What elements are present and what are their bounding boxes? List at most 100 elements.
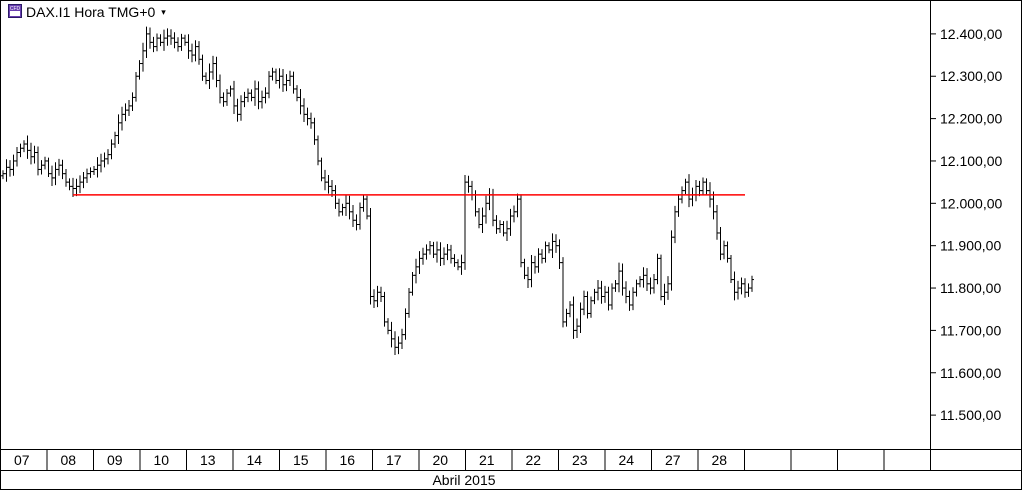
ohlc-bar xyxy=(256,81,261,110)
ohlc-bar xyxy=(60,159,65,180)
ohlc-bar xyxy=(25,135,30,159)
ohlc-bar xyxy=(519,194,523,268)
day-label: 08 xyxy=(61,452,77,468)
ohlc-bar xyxy=(526,266,530,289)
ohlc-bar xyxy=(225,88,229,106)
ohlc-bar xyxy=(137,60,142,80)
day-label: 20 xyxy=(433,452,449,468)
ohlc-bar xyxy=(508,208,513,236)
ohlc-bars xyxy=(1,26,754,355)
ohlc-bar xyxy=(389,321,394,348)
ohlc-bar xyxy=(368,207,373,305)
ohlc-bar xyxy=(365,195,369,220)
ohlc-bar xyxy=(599,280,604,304)
ohlc-bar xyxy=(158,34,163,47)
day-label: 10 xyxy=(154,452,170,468)
ohlc-bar xyxy=(22,140,26,153)
month-label: Abril 2015 xyxy=(432,472,495,488)
ohlc-bar xyxy=(732,271,737,301)
ohlc-bar xyxy=(372,289,376,308)
ohlc-bar xyxy=(57,158,61,176)
ohlc-bar xyxy=(232,80,236,114)
ohlc-bar xyxy=(424,244,429,260)
symbol-selector[interactable]: DAX.I1 Hora TMG+0 ▾ xyxy=(26,3,166,21)
day-label: 07 xyxy=(14,452,30,468)
ohlc-bar xyxy=(655,253,660,285)
ohlc-bar xyxy=(193,40,198,62)
ohlc-bar xyxy=(505,220,509,242)
ohlc-bar xyxy=(67,178,72,191)
ohlc-bar xyxy=(88,167,93,178)
ohlc-bar xyxy=(736,280,740,300)
ohlc-bar xyxy=(277,68,282,89)
ohlc-bar xyxy=(130,92,135,111)
price-axis: 12.400,00 12.300,00 12.200,00 12.100,00 12.0… xyxy=(930,26,1002,423)
ohlc-bar xyxy=(575,318,579,339)
ohlc-bar xyxy=(729,254,733,283)
ohlc-bar xyxy=(274,68,278,84)
day-label: 27 xyxy=(665,452,681,468)
ohlc-bar xyxy=(403,308,408,340)
ohlc-bar xyxy=(36,146,40,176)
ohlc-bar xyxy=(74,178,79,197)
ohlc-bar xyxy=(428,241,432,255)
ohlc-bar xyxy=(578,302,583,333)
ohlc-bar xyxy=(218,74,222,104)
ohlc-bar xyxy=(295,85,299,102)
ohlc-bar xyxy=(361,194,366,212)
ohlc-bar xyxy=(603,285,607,303)
ohlc-bar xyxy=(400,328,404,350)
ohlc-bar xyxy=(634,279,639,297)
ohlc-bar xyxy=(379,286,383,303)
ohlc-bar xyxy=(746,283,751,297)
ohlc-bar xyxy=(113,131,117,148)
day-label: 09 xyxy=(107,452,123,468)
ohlc-bar xyxy=(358,202,362,230)
day-label: 14 xyxy=(247,452,263,468)
price-tick-label: 12.400,00 xyxy=(940,26,1002,42)
ohlc-bar xyxy=(750,275,754,292)
ohlc-bar xyxy=(46,157,51,178)
ohlc-bar xyxy=(127,99,131,117)
cfd-icon-text: CFD xyxy=(10,6,21,12)
ohlc-bar xyxy=(498,220,502,233)
ohlc-bar xyxy=(29,142,33,165)
ohlc-bar xyxy=(162,29,166,51)
ohlc-bar xyxy=(589,296,593,318)
ohlc-bar xyxy=(333,185,338,209)
ohlc-bar xyxy=(659,254,663,301)
ohlc-bar xyxy=(92,166,96,175)
ohlc-bar xyxy=(281,69,285,92)
ohlc-bar xyxy=(207,63,212,89)
ohlc-bar xyxy=(190,43,194,63)
symbol-title: DAX.I1 Hora TMG+0 xyxy=(26,4,156,20)
ohlc-bar xyxy=(78,175,82,194)
ohlc-bar xyxy=(617,262,621,293)
ohlc-bar xyxy=(459,254,464,275)
ohlc-bar xyxy=(123,103,128,122)
ohlc-bar xyxy=(267,71,271,99)
ohlc-bar xyxy=(540,249,544,264)
ohlc-bar xyxy=(109,139,114,160)
ohlc-bar xyxy=(305,107,310,126)
ohlc-bar xyxy=(309,112,313,129)
ohlc-bar xyxy=(606,286,611,311)
ohlc-bar xyxy=(470,180,474,201)
ohlc-bar xyxy=(515,193,520,218)
ohlc-bar xyxy=(253,80,257,106)
ohlc-bar xyxy=(284,74,289,92)
ohlc-bar xyxy=(484,195,488,224)
ohlc-bar xyxy=(554,234,558,253)
ohlc-bar xyxy=(414,258,418,284)
ohlc-bar xyxy=(319,157,324,182)
ohlc-bar xyxy=(648,277,653,295)
ohlc-bar xyxy=(487,188,492,211)
ohlc-bar xyxy=(571,296,576,339)
ohlc-bar xyxy=(585,291,590,319)
ohlc-bar xyxy=(704,178,709,195)
ohlc-bar xyxy=(631,287,635,311)
ohlc-bar xyxy=(393,331,397,355)
ohlc-bar xyxy=(141,42,145,72)
